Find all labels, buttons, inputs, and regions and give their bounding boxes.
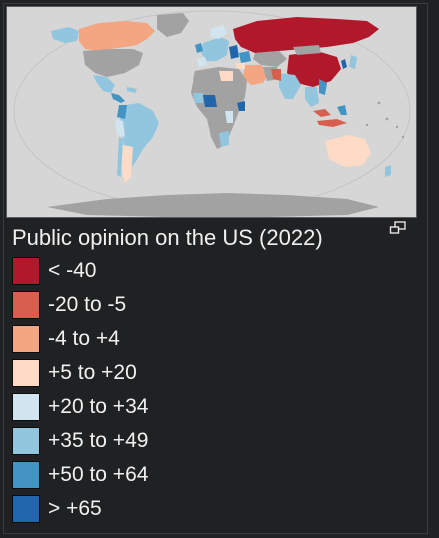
country-pakistan[interactable] — [271, 69, 281, 81]
country-china[interactable] — [287, 51, 341, 87]
world-map[interactable] — [6, 6, 417, 218]
country-poland[interactable] — [229, 45, 239, 59]
country-uk[interactable] — [195, 43, 203, 53]
country-caribbean[interactable] — [127, 87, 137, 93]
country-africa-other[interactable] — [191, 67, 247, 149]
legend-item: -4 to +4 — [12, 322, 148, 356]
pacific-island — [385, 117, 389, 121]
legend-item: +5 to +20 — [12, 356, 148, 390]
country-chile[interactable] — [117, 137, 123, 177]
country-central-asia[interactable] — [253, 51, 287, 67]
country-vietnam[interactable] — [319, 79, 327, 95]
map-legend: < -40 -20 to -5 -4 to +4 +5 to +20 +20 t… — [12, 254, 148, 526]
legend-label: < -40 — [48, 259, 97, 282]
legend-item: > +65 — [12, 492, 148, 526]
legend-swatch — [12, 291, 40, 319]
legend-label: -20 to -5 — [48, 293, 127, 316]
legend-item: < -40 — [12, 254, 148, 288]
legend-label: -4 to +4 — [48, 327, 120, 350]
legend-item: +20 to +34 — [12, 390, 148, 424]
country-north-africa[interactable] — [193, 67, 221, 81]
legend-label: +5 to +20 — [48, 361, 137, 384]
country-russia[interactable] — [233, 17, 379, 53]
country-mongolia[interactable] — [293, 45, 321, 55]
legend-swatch — [12, 393, 40, 421]
antarctica — [47, 193, 379, 217]
pacific-island — [365, 123, 369, 127]
country-middle-east[interactable] — [243, 65, 269, 85]
country-new-zealand[interactable] — [385, 165, 391, 177]
country-india[interactable] — [279, 73, 301, 99]
country-korea[interactable] — [341, 59, 347, 69]
country-colombia[interactable] — [117, 105, 127, 119]
legend-swatch — [12, 257, 40, 285]
expand-icon[interactable] — [389, 221, 407, 235]
legend-swatch — [12, 427, 40, 455]
legend-label: > +65 — [48, 497, 102, 520]
country-mexico[interactable] — [93, 75, 115, 93]
country-argentina[interactable] — [121, 145, 133, 183]
country-central-america[interactable] — [111, 93, 125, 103]
expand-icon-svg — [389, 221, 406, 234]
country-tanzania[interactable] — [225, 111, 233, 123]
world-map-svg — [7, 7, 416, 217]
country-australia[interactable] — [325, 135, 371, 167]
country-indonesia[interactable] — [317, 119, 347, 127]
country-western-europe[interactable] — [201, 37, 229, 61]
country-egypt[interactable] — [219, 71, 233, 81]
country-scandinavia[interactable] — [211, 25, 227, 39]
country-usa[interactable] — [83, 49, 143, 77]
map-caption: Public opinion on the US (2022) — [12, 225, 323, 250]
legend-label: +20 to +34 — [48, 395, 149, 418]
legend-swatch — [12, 495, 40, 523]
country-alaska[interactable] — [51, 27, 79, 43]
country-japan[interactable] — [349, 55, 357, 69]
pacific-island — [395, 125, 399, 129]
country-ghana[interactable] — [193, 93, 203, 103]
country-malaysia[interactable] — [313, 109, 331, 117]
legend-item: +50 to +64 — [12, 458, 148, 492]
legend-item: +35 to +49 — [12, 424, 148, 458]
legend-item: -20 to -5 — [12, 288, 148, 322]
country-greenland[interactable] — [157, 13, 189, 37]
country-nigeria[interactable] — [203, 95, 217, 107]
country-ukraine[interactable] — [239, 51, 251, 63]
legend-swatch — [12, 359, 40, 387]
country-iberia[interactable] — [197, 57, 207, 67]
country-ethiopia[interactable] — [231, 91, 241, 99]
country-peru[interactable] — [115, 119, 125, 137]
country-turkey[interactable] — [235, 63, 245, 69]
legend-swatch — [12, 325, 40, 353]
legend-swatch — [12, 461, 40, 489]
legend-label: +50 to +64 — [48, 463, 149, 486]
pacific-island — [401, 135, 405, 139]
legend-label: +35 to +49 — [48, 429, 149, 452]
country-canada[interactable] — [79, 21, 155, 51]
pacific-island — [377, 101, 381, 105]
country-philippines[interactable] — [337, 105, 347, 115]
country-southeast-asia[interactable] — [305, 87, 319, 107]
country-kenya[interactable] — [237, 101, 245, 111]
country-south-africa[interactable] — [219, 131, 229, 147]
